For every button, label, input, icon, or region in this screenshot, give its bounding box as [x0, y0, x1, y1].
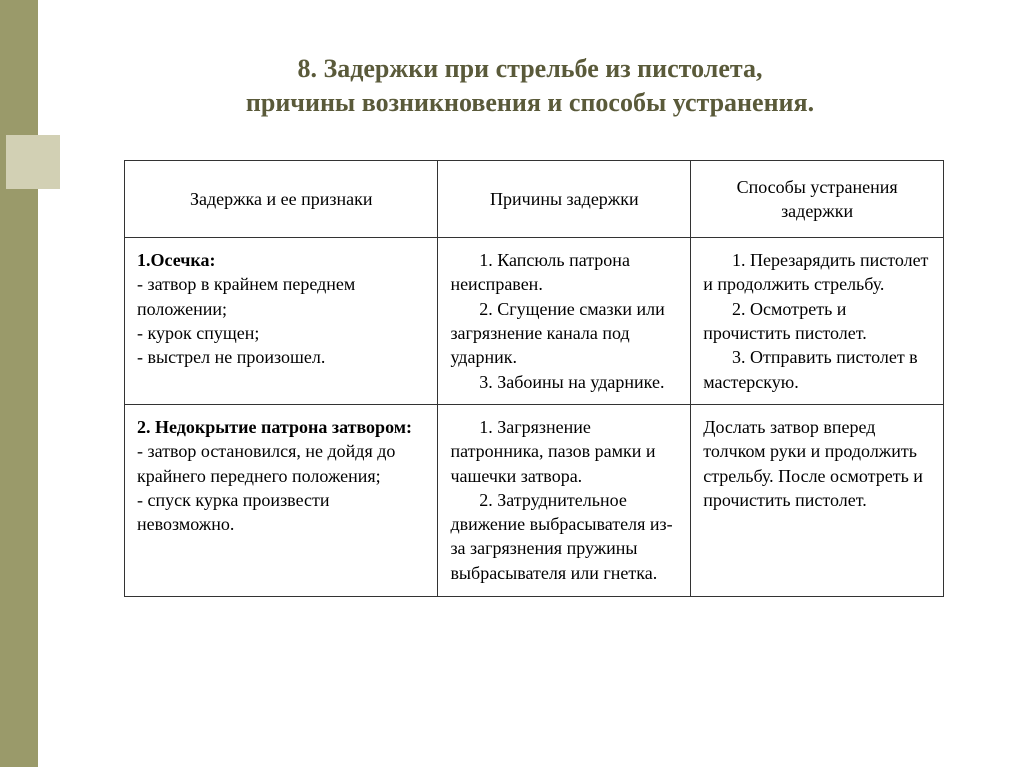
- table-row: 1.Осечка: - затвор в крайнем переднем по…: [125, 238, 944, 405]
- left-sidebar: [0, 0, 38, 767]
- row2-fix: Дослать затвор вперед толчком руки и про…: [703, 417, 923, 510]
- row1-fix-1: 1. Перезарядить пистолет и продолжить ст…: [703, 250, 928, 294]
- row2-cause-1: 1. Загрязнение патронника, пазов рамки и…: [450, 417, 655, 486]
- col-header-3: Способы устранения задержки: [691, 160, 944, 238]
- row2-title: 2. Недокрытие патрона затвором:: [137, 417, 412, 437]
- row2-sign-2: - спуск курка произвести невозможно.: [137, 490, 330, 534]
- row1-fix-3: 3. Отправить пистолет в мастерскую.: [703, 347, 917, 391]
- row1-cause-1: 1. Капсюль патрона неисправен.: [450, 250, 630, 294]
- row1-fix-2: 2. Осмотреть и прочистить пистолет.: [703, 299, 867, 343]
- row2-cause-2: 2. Затруднительное движение выбрасывател…: [450, 490, 672, 583]
- title-line-1: 8. Задержки при стрельбе из пистолета,: [297, 54, 762, 83]
- row1-title: 1.Осечка:: [137, 250, 216, 270]
- page-title: 8. Задержки при стрельбе из пистолета, п…: [70, 52, 990, 120]
- row1-sign-1: - затвор в крайнем переднем положении;: [137, 274, 355, 318]
- title-line-2: причины возникновения и способы устранен…: [246, 88, 814, 117]
- col-header-2: Причины задержки: [438, 160, 691, 238]
- slide-content: 8. Задержки при стрельбе из пистолета, п…: [70, 0, 990, 597]
- cell-r2c3: Дослать затвор вперед толчком руки и про…: [691, 404, 944, 596]
- cell-r1c3: 1. Перезарядить пистолет и продолжить ст…: [691, 238, 944, 405]
- row1-cause-3: 3. Забоины на ударнике.: [479, 372, 664, 392]
- row1-sign-2: - курок спущен;: [137, 323, 259, 343]
- cell-r1c2: 1. Капсюль патрона неисправен. 2. Сгущен…: [438, 238, 691, 405]
- row1-sign-3: - выстрел не произошел.: [137, 347, 325, 367]
- malfunctions-table: Задержка и ее признаки Причины задержки …: [124, 160, 944, 598]
- cell-r2c1: 2. Недокрытие патрона затвором: - затвор…: [125, 404, 438, 596]
- row1-cause-2: 2. Сгущение смазки или загрязнение канал…: [450, 299, 664, 368]
- table-row: 2. Недокрытие патрона затвором: - затвор…: [125, 404, 944, 596]
- table-header-row: Задержка и ее признаки Причины задержки …: [125, 160, 944, 238]
- row2-sign-1: - затвор остановился, не дойдя до крайне…: [137, 441, 395, 485]
- cell-r1c1: 1.Осечка: - затвор в крайнем переднем по…: [125, 238, 438, 405]
- accent-square: [6, 135, 60, 189]
- cell-r2c2: 1. Загрязнение патронника, пазов рамки и…: [438, 404, 691, 596]
- col-header-1: Задержка и ее признаки: [125, 160, 438, 238]
